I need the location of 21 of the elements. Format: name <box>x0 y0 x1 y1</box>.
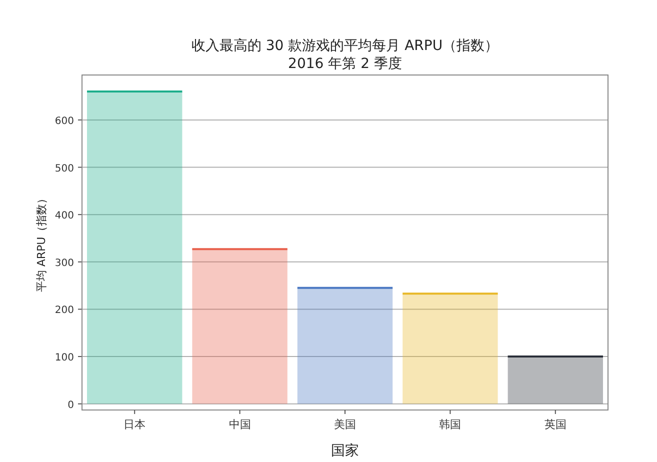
x-tick-label: 中国 <box>228 418 251 431</box>
y-tick-label: 200 <box>54 305 74 316</box>
chart-subtitle: 2016 年第 2 季度 <box>288 56 402 72</box>
y-tick-label: 600 <box>54 116 74 127</box>
x-tick-label: 美国 <box>334 418 356 431</box>
x-axis-title: 国家 <box>331 443 359 459</box>
y-tick-label: 400 <box>54 210 74 222</box>
x-tick-label: 英国 <box>544 418 566 431</box>
bar <box>508 356 603 404</box>
chart-title: 收入最高的 30 款游戏的平均每月 ARPU（指数） <box>191 38 499 54</box>
y-tick-label: 500 <box>54 163 74 174</box>
y-tick-label: 300 <box>54 258 74 269</box>
bar <box>297 288 393 404</box>
bar <box>87 92 182 404</box>
x-tick-label: 韩国 <box>439 418 462 431</box>
x-tick-label: 日本 <box>124 418 146 431</box>
y-tick-label: 100 <box>54 352 74 364</box>
y-tick-label: 0 <box>68 400 74 411</box>
bar <box>192 249 288 404</box>
y-axis-title: 平均 ARPU（指数） <box>35 192 48 292</box>
bar <box>402 294 498 404</box>
